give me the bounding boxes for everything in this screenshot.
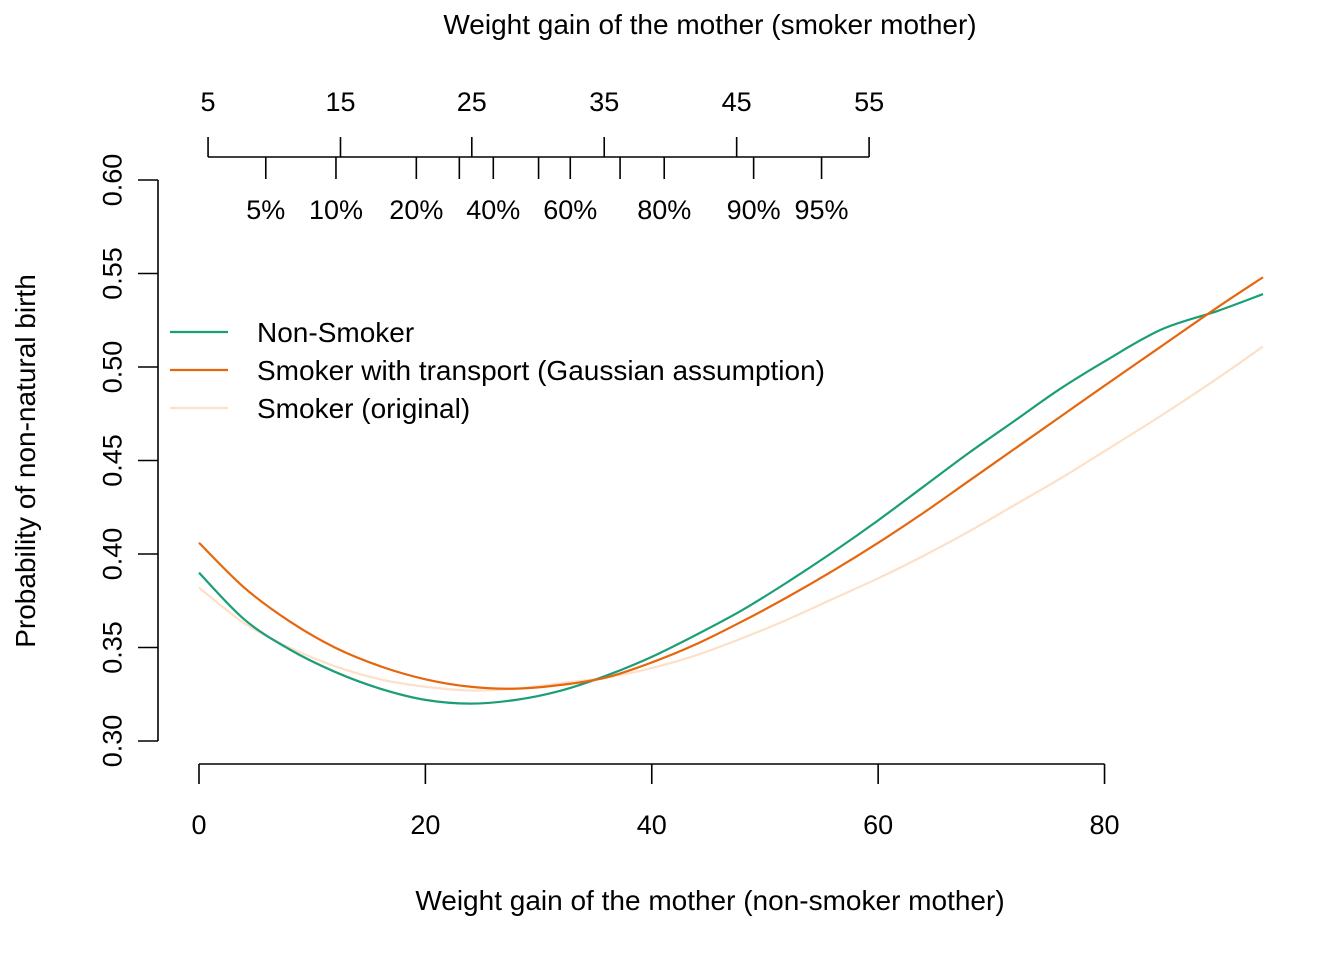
x-axis-title: Weight gain of the mother (non-smoker mo… <box>415 885 1004 916</box>
quantile-label: 95% <box>795 195 849 225</box>
quantile-label: 60% <box>543 195 597 225</box>
y-axis-title: Probability of non-natural birth <box>10 274 41 648</box>
top-tick-label: 25 <box>457 87 487 117</box>
x-tick-label: 80 <box>1090 810 1120 840</box>
top-tick-label: 35 <box>589 87 619 117</box>
quantile-label: 5% <box>246 195 285 225</box>
top-axis: 5 15 25 35 45 55 5% 10% 20% 40% 60% 80% 90% 95% <box>201 87 885 225</box>
legend: Non-Smoker Smoker with transport (Gaussi… <box>170 317 825 424</box>
series-group <box>198 276 1264 705</box>
y-tick-label: 0.60 <box>97 154 127 207</box>
quantile-label: 40% <box>466 195 520 225</box>
top-tick-label: 15 <box>325 87 355 117</box>
quantile-label: 10% <box>309 195 363 225</box>
top-axis-title: Weight gain of the mother (smoker mother… <box>443 9 976 40</box>
x-tick-label: 60 <box>863 810 893 840</box>
y-tick-label: 0.35 <box>97 621 127 674</box>
legend-label-smoker-original: Smoker (original) <box>257 393 470 424</box>
quantile-label: 20% <box>389 195 443 225</box>
x-tick-label: 0 <box>191 810 206 840</box>
series-line-non-smoker <box>198 293 1264 705</box>
legend-label-smoker-transport: Smoker with transport (Gaussian assumpti… <box>257 355 825 386</box>
y-tick-label: 0.45 <box>97 434 127 487</box>
y-tick-label: 0.30 <box>97 715 127 768</box>
y-axis: 0.30 0.35 0.40 0.45 0.50 0.55 0.60 <box>97 154 159 768</box>
top-tick-label: 45 <box>722 87 752 117</box>
y-tick-label: 0.50 <box>97 341 127 394</box>
x-tick-label: 40 <box>637 810 667 840</box>
legend-label-non-smoker: Non-Smoker <box>257 317 414 348</box>
y-tick-label: 0.55 <box>97 247 127 300</box>
series-line-smoker-original <box>198 345 1264 692</box>
y-tick-label: 0.40 <box>97 528 127 581</box>
top-tick-label: 5 <box>201 87 216 117</box>
quantile-label: 80% <box>637 195 691 225</box>
x-axis: 0 20 40 60 80 <box>191 763 1120 840</box>
quantile-label: 90% <box>727 195 781 225</box>
series-line-smoker-transport <box>198 276 1264 690</box>
x-tick-label: 20 <box>410 810 440 840</box>
top-tick-label: 55 <box>854 87 884 117</box>
